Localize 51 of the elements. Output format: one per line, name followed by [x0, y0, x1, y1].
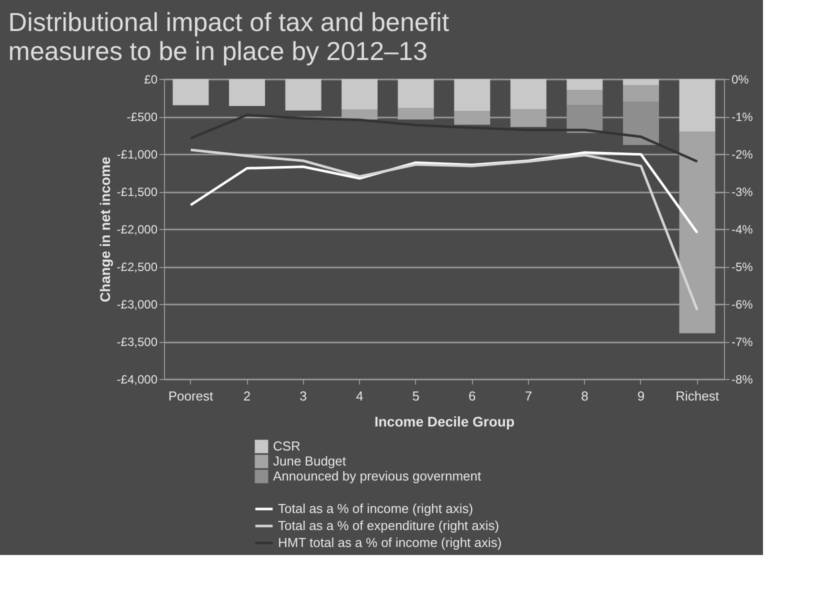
bar [622, 79, 659, 85]
bar [566, 79, 603, 90]
y-tick-label: £0 [144, 72, 158, 86]
y-tick-label: -£4,000 [116, 372, 158, 386]
bar [510, 79, 546, 109]
x-axis-title: Income Decile Group [374, 414, 515, 430]
x-tick-label: 2 [243, 388, 251, 404]
y2-tick-label: -8% [732, 372, 754, 386]
y2-tick-label: -1% [732, 110, 754, 124]
x-tick-label: 9 [637, 388, 645, 404]
legend-label: HMT total as a % of income (right axis) [278, 535, 502, 550]
legend-label: Announced by previous government [273, 468, 482, 484]
bar [622, 85, 659, 102]
legend-label: Total as a % of income (right axis) [278, 501, 474, 516]
y-tick-label: -£2,000 [116, 222, 158, 236]
y2-tick-label: -5% [732, 260, 754, 274]
y2-tick-label: -7% [732, 335, 754, 349]
y-tick-label: -£3,500 [116, 335, 158, 349]
y2-tick-label: -3% [732, 185, 754, 199]
bar [398, 79, 434, 108]
bar [285, 79, 322, 110]
x-tick-label: 4 [356, 388, 364, 404]
y-tick-label: -£3,000 [116, 298, 158, 312]
x-tick-label: Richest [676, 388, 720, 404]
line-series [189, 148, 699, 312]
y-tick-label: -£1,500 [116, 185, 158, 199]
line-series [189, 114, 699, 163]
y2-tick-label: -2% [732, 148, 754, 162]
bar [679, 79, 716, 132]
y-tick-label: -£500 [126, 110, 158, 124]
legend-label: Total as a % of expenditure (right axis) [278, 518, 500, 533]
x-tick-label: 7 [524, 388, 532, 404]
x-tick-label: 8 [581, 388, 588, 404]
y2-tick-label: -6% [732, 298, 754, 312]
bar [229, 79, 266, 106]
x-tick-label: 3 [300, 388, 307, 404]
bar [454, 79, 490, 112]
legend-label: CSR [273, 438, 300, 454]
y-tick-label: -£2,500 [116, 260, 158, 274]
y-axis-title: Change in net income [96, 156, 113, 302]
x-tick-label: 6 [468, 388, 476, 404]
x-tick-label: Poorest [168, 388, 214, 404]
y2-tick-label: -4% [732, 222, 754, 236]
bar [566, 90, 603, 106]
y-tick-label: -£1,000 [116, 148, 158, 162]
chart-title: Distributional impact of tax and benefit measures to be in place by 2012–13 [8, 7, 450, 66]
bar [342, 79, 378, 110]
bar [172, 79, 209, 106]
legend-label: June Budget [273, 454, 346, 468]
x-tick-label: 5 [412, 388, 420, 404]
y2-tick-label: 0% [732, 72, 750, 86]
